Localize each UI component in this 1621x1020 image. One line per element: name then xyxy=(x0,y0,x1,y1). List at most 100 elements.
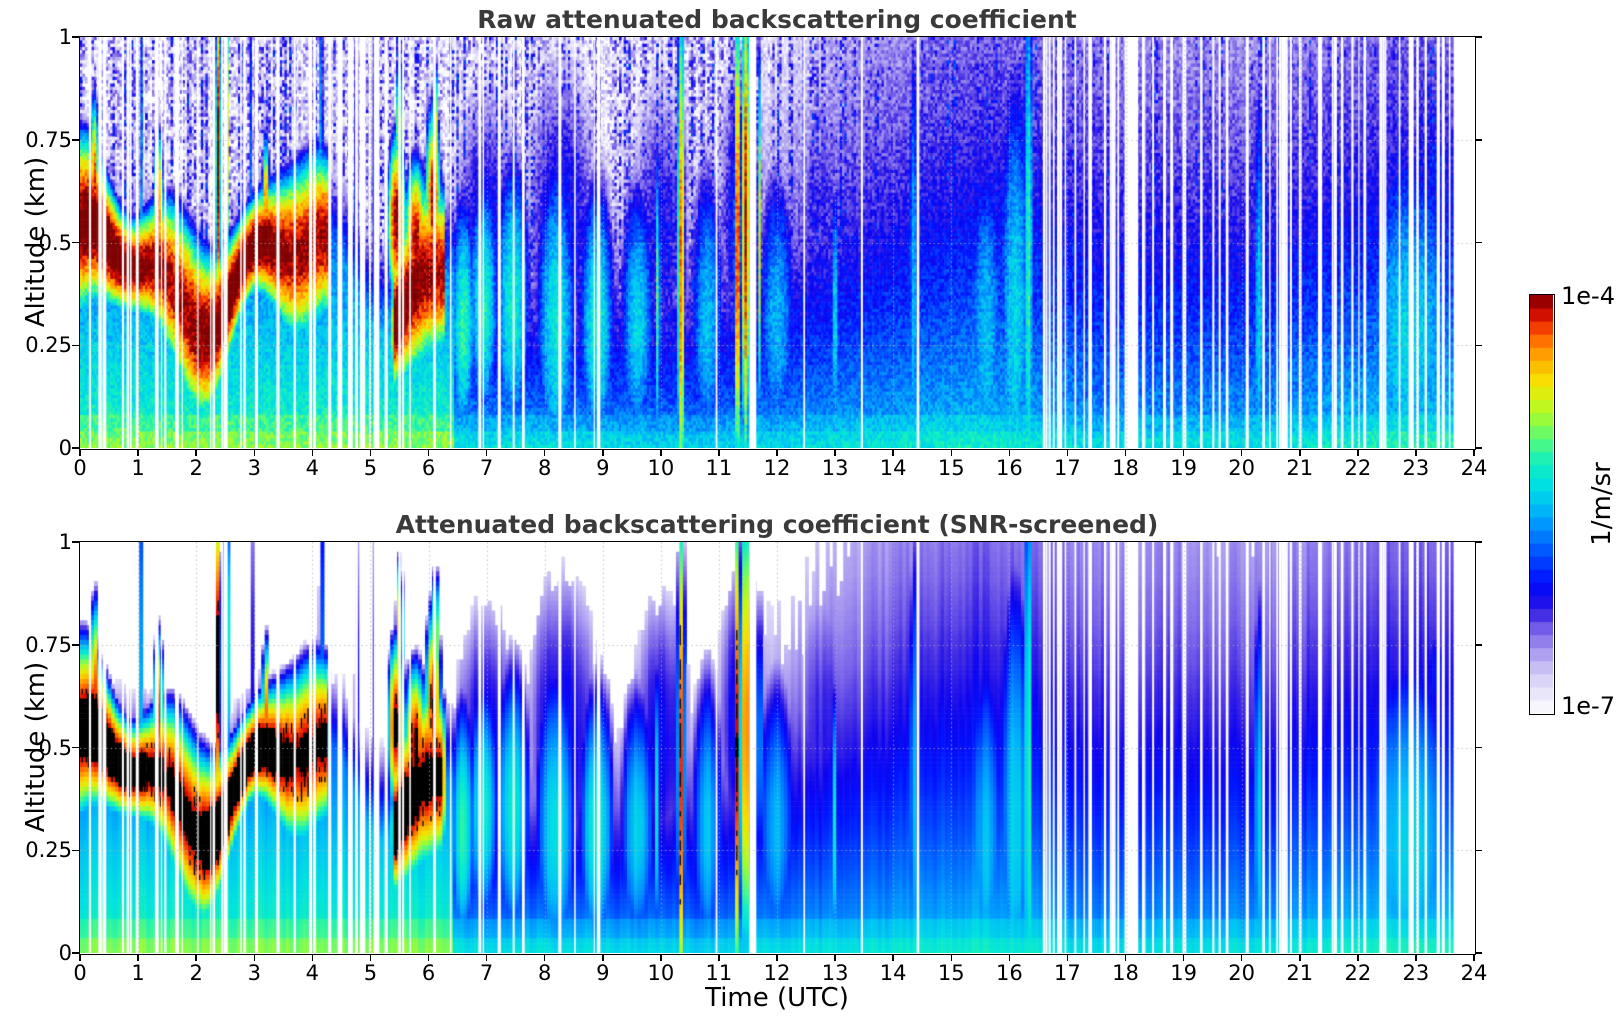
y-tick xyxy=(72,344,79,346)
x-tick-label: 15 xyxy=(937,961,965,985)
x-tick-label: 11 xyxy=(705,961,733,985)
x-tick-label: 17 xyxy=(1054,961,1081,985)
x-tick-label: 1 xyxy=(131,456,145,480)
x-tick xyxy=(1415,448,1417,456)
x-tick-label: 22 xyxy=(1344,456,1372,480)
x-tick-label: 20 xyxy=(1228,961,1256,985)
x-tick xyxy=(195,448,197,456)
x-tick-label: 19 xyxy=(1170,456,1197,480)
colorbar xyxy=(1530,295,1553,713)
x-tick xyxy=(1473,448,1475,456)
x-tick xyxy=(137,448,139,456)
x-tick xyxy=(79,448,81,456)
y-tick-right xyxy=(1474,344,1482,346)
y-tick xyxy=(72,746,79,749)
y-tick-right xyxy=(1474,447,1482,449)
x-tick xyxy=(718,953,720,961)
panel-title-raw: Raw attenuated backscattering coefficien… xyxy=(477,5,1077,34)
x-tick xyxy=(660,953,662,961)
x-tick-label: 8 xyxy=(537,456,552,480)
y-tick-label: 1 xyxy=(58,25,72,49)
x-tick xyxy=(485,448,488,456)
x-tick-label: 10 xyxy=(647,456,675,480)
y-tick-right xyxy=(1474,849,1482,851)
x-tick-label: 7 xyxy=(479,961,494,985)
x-tick-label: 5 xyxy=(363,961,378,985)
x-tick xyxy=(543,953,546,961)
x-tick-label: 6 xyxy=(421,456,436,480)
x-tick xyxy=(1182,448,1185,456)
x-tick-label: 22 xyxy=(1344,961,1372,985)
x-tick-label: 14 xyxy=(879,456,907,480)
y-tick-right xyxy=(1474,139,1482,141)
x-tick xyxy=(950,953,952,961)
y-tick-right xyxy=(1474,746,1482,749)
x-tick xyxy=(1008,953,1011,961)
x-tick xyxy=(602,953,604,961)
y-tick-label: 1 xyxy=(58,530,72,554)
y-tick-label: 0.5 xyxy=(38,735,72,760)
heatmap-raw xyxy=(80,37,1474,448)
x-tick-label: 3 xyxy=(247,961,261,985)
x-tick-label: 3 xyxy=(247,456,261,480)
x-tick xyxy=(1357,953,1359,961)
x-tick xyxy=(892,448,894,456)
heatmap-screened xyxy=(80,542,1474,953)
x-tick xyxy=(1473,953,1475,961)
y-tick-label: 0.25 xyxy=(25,333,72,358)
x-tick-label: 20 xyxy=(1228,456,1256,480)
x-tick xyxy=(369,953,372,961)
x-tick-label: 23 xyxy=(1402,456,1430,480)
x-tick-label: 5 xyxy=(363,456,378,480)
x-tick xyxy=(253,448,255,456)
x-tick-label: 16 xyxy=(995,961,1023,985)
x-tick-label: 2 xyxy=(189,456,203,480)
y-tick xyxy=(72,447,79,449)
y-tick-label: 0.75 xyxy=(25,127,72,152)
x-tick-label: 4 xyxy=(305,961,320,985)
y-tick xyxy=(72,849,79,851)
x-tick xyxy=(1240,953,1243,961)
x-tick xyxy=(137,953,139,961)
x-tick xyxy=(776,448,778,456)
x-tick xyxy=(1008,448,1011,456)
x-tick xyxy=(1299,953,1301,961)
y-tick-right xyxy=(1474,36,1482,38)
x-tick-label: 9 xyxy=(596,456,610,480)
y-tick xyxy=(72,541,79,543)
x-tick-label: 24 xyxy=(1460,456,1488,480)
y-tick-label: 0 xyxy=(58,941,72,965)
x-tick-label: 13 xyxy=(821,456,849,480)
x-tick-label: 17 xyxy=(1054,456,1081,480)
x-tick xyxy=(950,448,952,456)
x-tick xyxy=(1299,448,1301,456)
x-tick-label: 24 xyxy=(1460,961,1488,985)
x-tick-label: 13 xyxy=(821,961,849,985)
x-tick-label: 16 xyxy=(995,456,1023,480)
y-tick-right xyxy=(1474,241,1482,244)
y-tick-right xyxy=(1474,541,1482,543)
x-tick xyxy=(543,448,546,456)
y-tick-label: 0.75 xyxy=(25,632,72,657)
x-tick xyxy=(1066,953,1069,961)
x-tick xyxy=(427,448,430,456)
x-tick xyxy=(892,953,894,961)
x-tick xyxy=(660,448,662,456)
x-tick xyxy=(834,953,836,961)
x-tick-label: 7 xyxy=(479,456,494,480)
y-tick xyxy=(72,241,79,244)
x-tick xyxy=(79,953,81,961)
x-tick xyxy=(195,953,197,961)
x-tick-label: 1 xyxy=(131,961,145,985)
y-tick xyxy=(72,36,79,38)
x-tick-label: 0 xyxy=(73,961,87,985)
y-tick xyxy=(72,139,79,141)
x-tick xyxy=(1240,448,1243,456)
y-tick xyxy=(72,644,79,646)
y-tick-label: 0.5 xyxy=(38,230,72,255)
x-tick-label: 10 xyxy=(647,961,675,985)
x-tick-label: 0 xyxy=(73,456,87,480)
colorbar-max-label: 1e-4 xyxy=(1561,282,1615,310)
x-tick xyxy=(718,448,720,456)
colorbar-min-label: 1e-7 xyxy=(1561,692,1615,720)
